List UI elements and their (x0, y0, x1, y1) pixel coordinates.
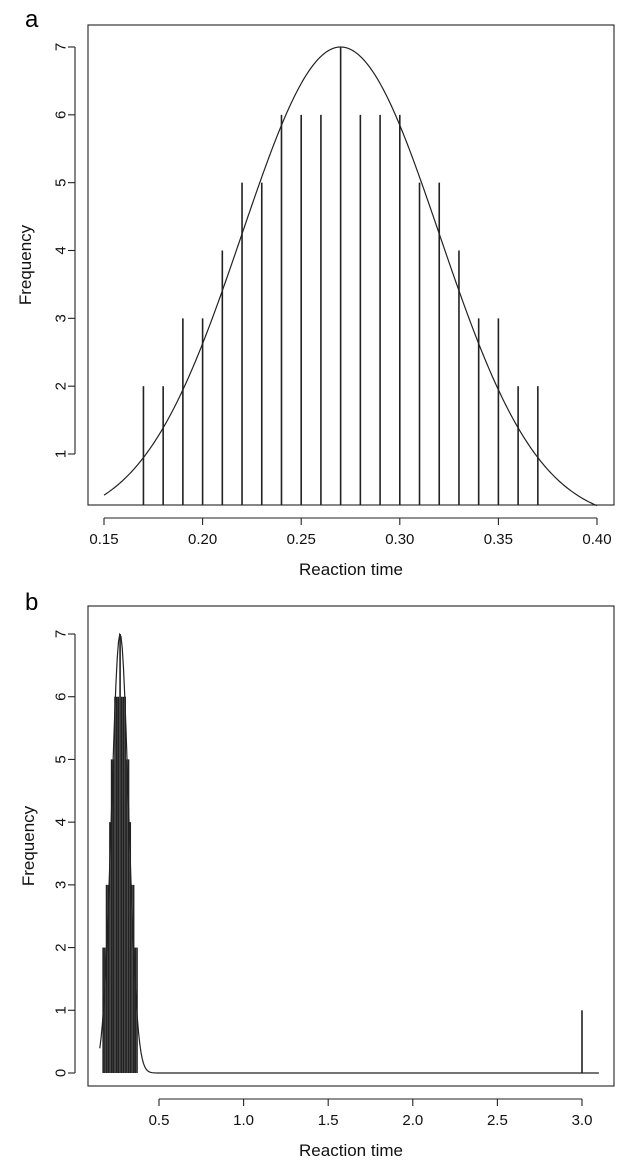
x-tick-label: 0.40 (582, 531, 611, 548)
panel-a-y-axis-label: Frequency (16, 224, 35, 305)
panel-b: b 0.5 1.0 1.5 2.0 2.5 3.0 0 1 2 3 4 5 6 7 Reaction t… (19, 589, 615, 1160)
x-tick-label: 1.0 (233, 1112, 254, 1129)
y-tick-label: 1 (53, 1006, 70, 1014)
panel-a-letter: a (25, 6, 39, 33)
panel-b-letter: b (25, 589, 38, 616)
panel-a-plot-frame (87, 24, 615, 506)
y-tick-label: 7 (53, 43, 70, 51)
panel-a-x-axis-label: Reaction time (299, 560, 403, 579)
panel-b-y-axis-label: Frequency (19, 805, 38, 886)
panel-b-x-axis-label: Reaction time (299, 1141, 403, 1160)
x-tick-label: 3.0 (572, 1112, 593, 1129)
y-tick-label: 6 (53, 111, 70, 119)
panel-a: a 0.15 0.20 0.25 0.30 0.35 0.40 1 2 3 4 5 6 7 React… (16, 6, 615, 579)
panel-a-normal-curve (103, 46, 598, 507)
x-tick-label: 0.20 (188, 531, 217, 548)
panel-b-x-axis: 0.5 1.0 1.5 2.0 2.5 3.0 (149, 1098, 593, 1129)
x-tick-label: 0.15 (89, 531, 118, 548)
x-tick-label: 0.5 (149, 1112, 170, 1129)
y-tick-label: 5 (53, 178, 70, 186)
panel-a-bars (142, 47, 539, 505)
y-tick-label: 3 (53, 881, 70, 889)
x-tick-label: 1.5 (318, 1112, 339, 1129)
y-tick-label: 3 (53, 314, 70, 322)
y-tick-label: 4 (53, 246, 70, 254)
y-tick-label: 4 (53, 818, 70, 826)
x-tick-label: 2.5 (487, 1112, 508, 1129)
panel-a-y-axis: 1 2 3 4 5 6 7 (53, 43, 76, 458)
y-tick-label: 1 (53, 450, 70, 458)
panel-b-plot-frame (87, 605, 615, 1087)
panel-b-bars (102, 634, 583, 1073)
x-tick-label: 0.25 (287, 531, 316, 548)
y-tick-label: 6 (53, 693, 70, 701)
panel-b-y-axis: 0 1 2 3 4 5 6 7 (53, 630, 76, 1077)
panel-a-x-axis: 0.15 0.20 0.25 0.30 0.35 0.40 (89, 517, 612, 548)
y-tick-label: 0 (53, 1069, 70, 1077)
panel-b-normal-curve (99, 632, 599, 1074)
y-tick-label: 5 (53, 755, 70, 763)
y-tick-label: 2 (53, 943, 70, 951)
y-tick-label: 2 (53, 382, 70, 390)
y-tick-label: 7 (53, 630, 70, 638)
x-tick-label: 0.30 (385, 531, 414, 548)
x-tick-label: 0.35 (484, 531, 513, 548)
x-tick-label: 2.0 (402, 1112, 423, 1129)
